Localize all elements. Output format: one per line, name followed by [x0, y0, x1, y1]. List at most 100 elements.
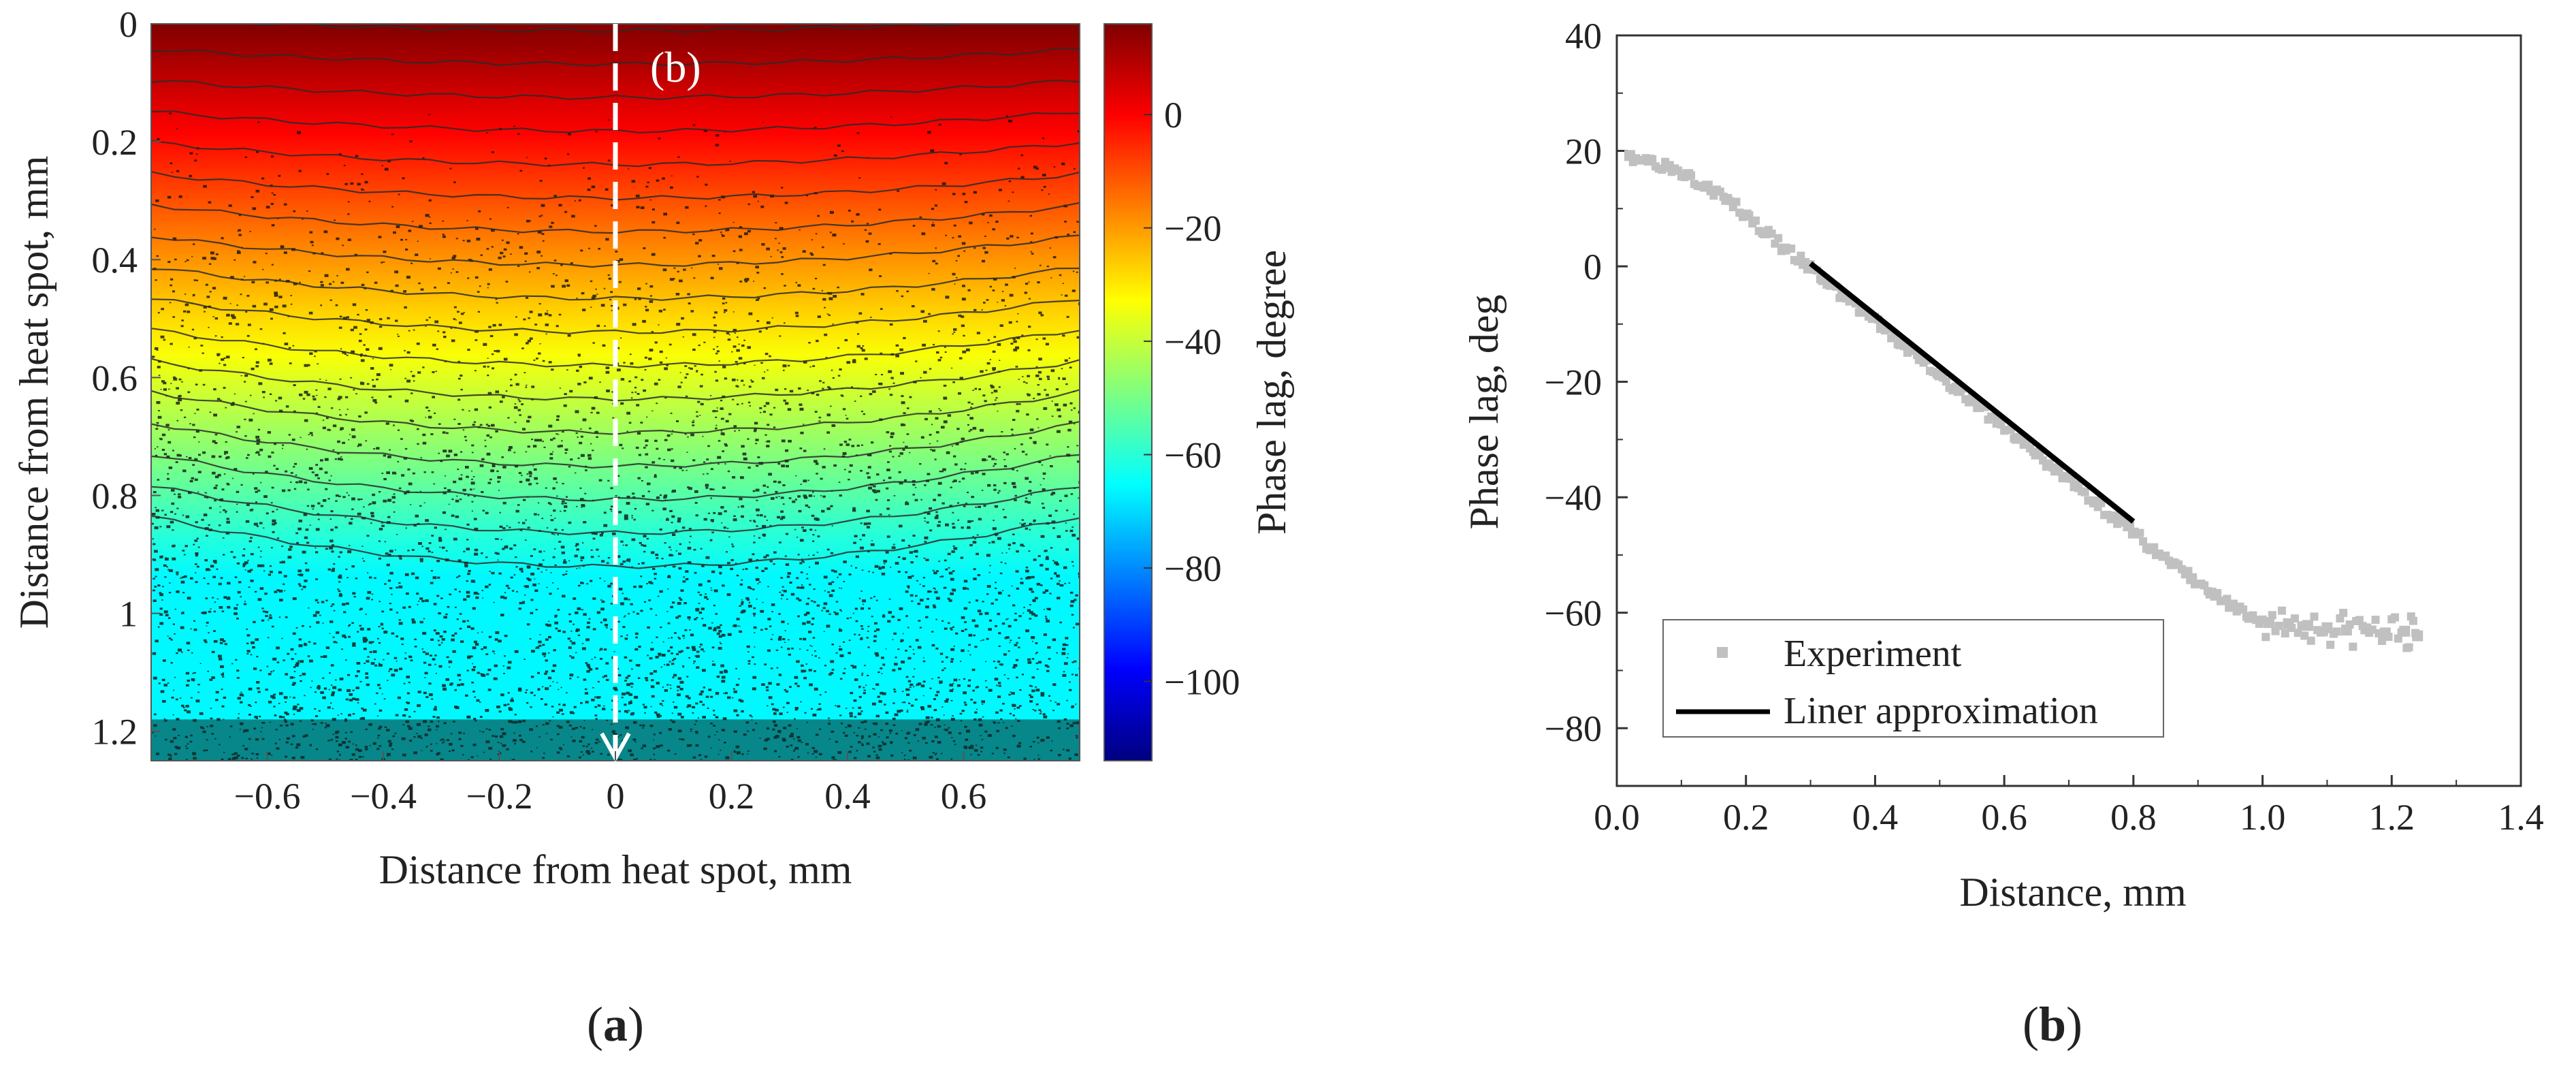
- experiment-point: [2239, 605, 2248, 614]
- experiment-point: [1932, 370, 1941, 379]
- experiment-point: [2165, 556, 2174, 565]
- experiment-point: [2291, 614, 2299, 623]
- experiment-point: [2080, 488, 2089, 496]
- y-tick-label: −80: [1545, 708, 1602, 749]
- y-tick-label: −20: [1545, 362, 1602, 403]
- experiment-point: [2297, 621, 2306, 630]
- legend-marker-experiment: [1717, 647, 1728, 658]
- panel-b-label: (b): [2023, 997, 2082, 1052]
- contour-line: [151, 298, 1080, 334]
- experiment-point: [1641, 154, 1650, 163]
- colorbar: [1104, 23, 1153, 761]
- experiment-series: [1624, 150, 2424, 652]
- experiment-point: [2374, 629, 2383, 637]
- experiment-point: [1700, 183, 1709, 192]
- experiment-point: [2368, 625, 2377, 634]
- experiment-point: [2310, 612, 2319, 621]
- heatmap-y-axis-label: Distance from heat spot, mm: [12, 156, 57, 629]
- experiment-point: [2349, 642, 2357, 651]
- scatter-panel: 0.0 0.2 0.4 0.6 0.8 1.0 1.2 1.4 40 20 0 −20 −40 −60 −8…: [1462, 16, 2544, 1052]
- experiment-point: [2339, 608, 2348, 617]
- experiment-point: [2261, 633, 2270, 642]
- experiment-point: [2258, 615, 2267, 624]
- y-tick-label: −60: [1545, 593, 1602, 634]
- heatmap-x-ticks: −0.6 −0.4 −0.2 0 0.2 0.4 0.6: [234, 751, 987, 817]
- experiment-point: [2145, 546, 2154, 554]
- scatter-x-axis-label: Distance, mm: [1959, 870, 2186, 915]
- y-tick-label: 1: [119, 594, 138, 635]
- scatter-y-axis-label: Phase lag, deg: [1462, 295, 1507, 530]
- experiment-point: [1942, 377, 1950, 386]
- experiment-point: [2106, 515, 2115, 524]
- experiment-point: [1797, 251, 1805, 260]
- experiment-point: [2391, 613, 2400, 622]
- x-tick-label: 0.4: [1852, 797, 1899, 838]
- experiment-point: [2184, 567, 2193, 575]
- colorbar-ticks: 0 −20 −40 −60 −80 −100: [1144, 95, 1240, 702]
- experiment-point: [2409, 616, 2417, 625]
- panel-b-letter: b: [2039, 997, 2066, 1052]
- y-tick-label: 0.4: [92, 240, 138, 281]
- x-tick-label: 0.0: [1594, 797, 1640, 838]
- x-tick-label: 0.8: [2110, 797, 2157, 838]
- heatmap-hot-spot: [244, 24, 979, 133]
- experiment-point: [1745, 211, 1754, 220]
- experiment-point: [2384, 633, 2393, 642]
- experiment-point: [1774, 234, 1783, 242]
- colorbar-tick-label: −20: [1164, 208, 1221, 249]
- x-tick-label: 0.2: [1723, 797, 1769, 838]
- x-tick-label: 1.2: [2369, 797, 2415, 838]
- experiment-point: [1854, 308, 1863, 317]
- experiment-point: [2242, 612, 2251, 621]
- experiment-point: [1680, 173, 1689, 182]
- experiment-point: [2048, 463, 2057, 472]
- experiment-point: [2397, 628, 2406, 637]
- experiment-point: [2203, 586, 2212, 595]
- experiment-point: [2319, 628, 2328, 637]
- experiment-point: [2326, 640, 2335, 649]
- experiment-point: [2345, 620, 2354, 629]
- experiment-point: [2268, 611, 2276, 620]
- x-tick-label: 0.2: [709, 776, 755, 817]
- experiment-point: [1661, 157, 1670, 166]
- x-tick-label: 0.4: [824, 776, 871, 817]
- experiment-point: [2287, 623, 2296, 632]
- experiment-point: [1900, 342, 1909, 351]
- y-tick-label: 1.2: [92, 712, 138, 753]
- experiment-point: [2300, 631, 2309, 640]
- liner-approximation-line: [1809, 261, 2136, 524]
- experiment-point: [1687, 171, 1696, 180]
- contour-line: [151, 515, 1080, 569]
- heatmap-panel: (b) −0.6 −0.4 −0.2 0 0.2 0.4 0.6 0 0.2 0.4 0.6 0.8…: [12, 4, 1294, 1052]
- experiment-point: [1777, 247, 1786, 255]
- experiment-point: [2358, 622, 2367, 631]
- experiment-point: [2371, 616, 2380, 625]
- experiment-point: [2332, 627, 2341, 636]
- colorbar-tick-label: 0: [1164, 95, 1182, 136]
- contour-line: [151, 79, 1080, 101]
- experiment-point: [2293, 629, 2302, 637]
- noise-speckle: [151, 112, 1080, 761]
- x-tick-label: 0.6: [941, 776, 987, 817]
- experiment-point: [1719, 192, 1728, 201]
- y-tick-label: 0.6: [92, 358, 138, 398]
- liner-approximation-series: [1809, 261, 2136, 524]
- experiment-point: [2139, 537, 2148, 546]
- experiment-point: [2274, 621, 2283, 630]
- contour-line: [151, 267, 1080, 301]
- x-tick-label: −0.6: [234, 776, 301, 817]
- colorbar-label: Phase lag, degree: [1249, 250, 1294, 535]
- x-tick-label: 1.4: [2498, 797, 2544, 838]
- experiment-point: [2136, 528, 2144, 537]
- experiment-point: [1648, 155, 1657, 163]
- panel-a-label: (a): [587, 997, 644, 1052]
- experiment-point: [2306, 636, 2315, 645]
- experiment-point: [1751, 216, 1760, 225]
- experiment-point: [1732, 198, 1741, 206]
- experiment-point: [1658, 165, 1667, 174]
- contour-line: [151, 486, 1080, 536]
- experiment-point: [2035, 449, 2044, 458]
- experiment-point: [1758, 229, 1767, 238]
- scatter-ticks: 0.0 0.2 0.4 0.6 0.8 1.0 1.2 1.4 40 20 0 −20 −40 −60 −8…: [1545, 16, 2544, 838]
